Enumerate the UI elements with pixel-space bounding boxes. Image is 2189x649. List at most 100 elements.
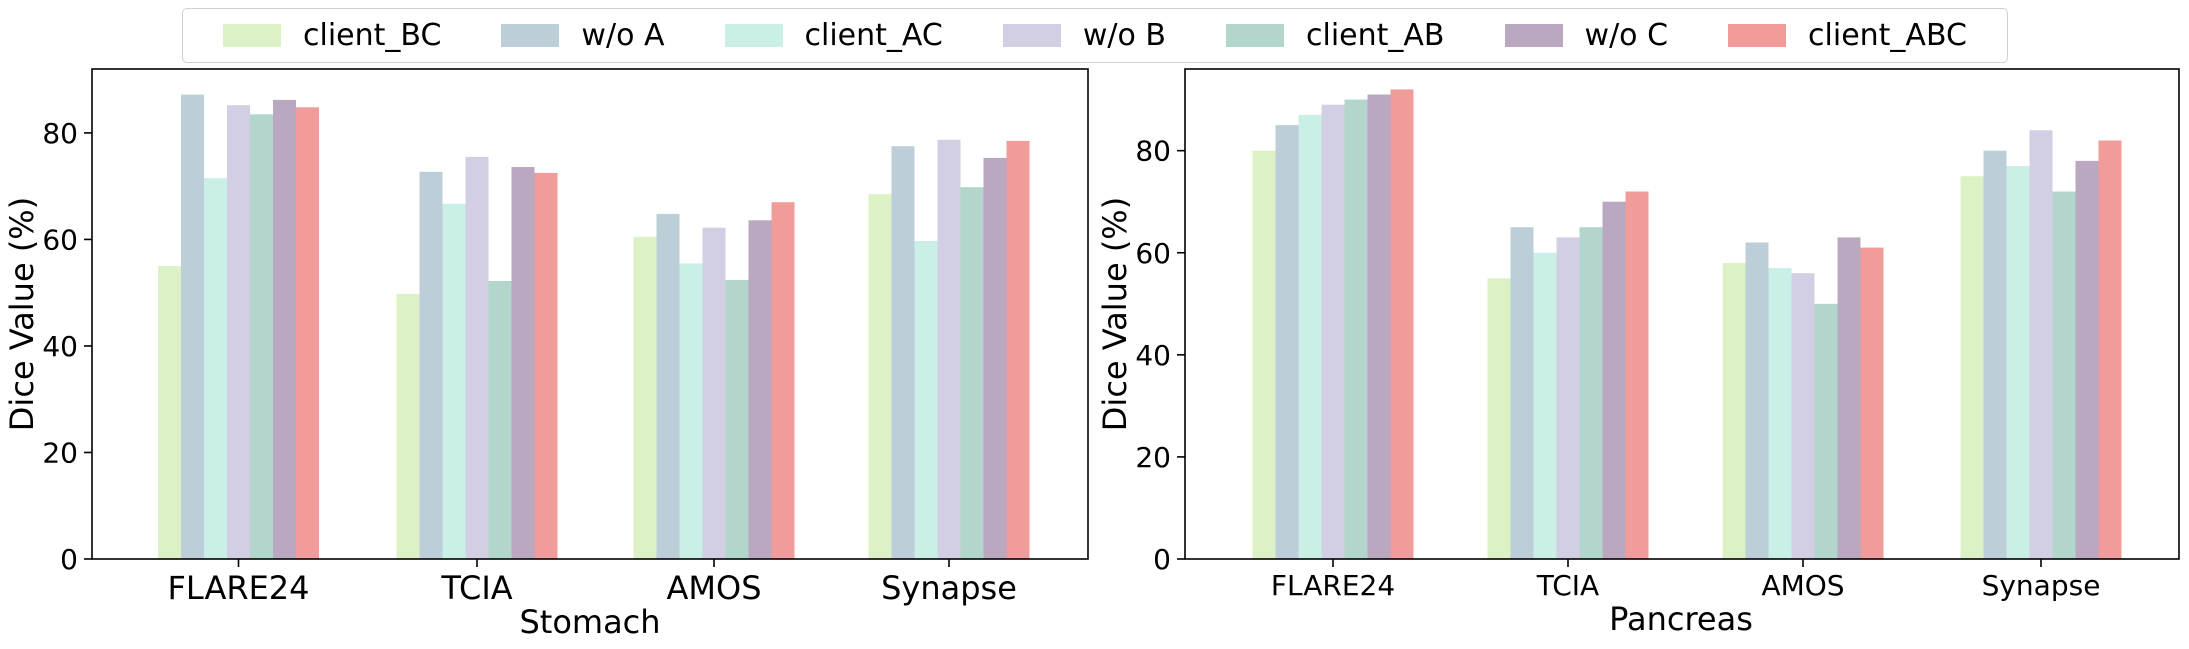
pancreas-bar-w-o-a-amos: [1745, 242, 1769, 559]
stomach-bar-w-o-c-flare24: [273, 99, 296, 560]
stomach-x-axis-label: Stomach: [519, 603, 660, 641]
stomach-bar-client-abc-flare24: [296, 107, 319, 560]
legend-label-wo-b: w/o B: [1082, 18, 1166, 53]
pancreas-bar-client-bc-tcia: [1487, 278, 1511, 559]
stomach-bar-w-o-b-tcia: [465, 156, 489, 559]
legend-item-client-ac: client_AC: [724, 18, 943, 53]
stomach-ytick-label: 60: [42, 223, 78, 256]
legend-label-client-bc: client_BC: [303, 18, 442, 53]
stomach-bar-client-ac-synapse: [914, 241, 938, 559]
stomach-bar-client-bc-amos: [633, 236, 657, 560]
pancreas-bar-client-abc-synapse: [2098, 140, 2122, 559]
pancreas-bar-w-o-a-flare24: [1275, 125, 1299, 559]
stomach-xtick-label-synapse: Synapse: [881, 569, 1017, 607]
legend-swatch-client-ac: [724, 24, 783, 47]
stomach-bar-client-ab-flare24: [250, 114, 273, 560]
stomach-y-axis-label: Dice Value (%): [3, 197, 41, 431]
stomach-bar-w-o-a-amos: [656, 213, 680, 559]
stomach-ytick-label: 20: [42, 436, 78, 469]
pancreas-ytick-label: 40: [1135, 339, 1171, 372]
pancreas-bar-w-o-b-amos: [1791, 273, 1815, 559]
stomach-bar-client-abc-tcia: [534, 172, 558, 559]
stomach-ytick-label: 0: [60, 543, 78, 576]
stomach-bar-w-o-b-flare24: [227, 105, 250, 559]
pancreas-bar-client-bc-flare24: [1252, 150, 1276, 559]
legend-label-client-ac: client_AC: [804, 18, 943, 53]
pancreas-bar-w-o-b-tcia: [1556, 237, 1580, 559]
legend-label-client-ab: client_AB: [1306, 18, 1445, 53]
pancreas-bar-client-abc-flare24: [1390, 89, 1414, 560]
stomach-bar-w-o-a-flare24: [181, 94, 204, 559]
pancreas-ytick-label: 60: [1135, 237, 1171, 270]
stomach-bar-w-o-a-synapse: [891, 146, 915, 559]
legend-label-wo-a: w/o A: [581, 18, 665, 53]
pancreas-y-axis-label: Dice Value (%): [1096, 197, 1134, 431]
stomach-bar-client-ab-tcia: [488, 281, 512, 559]
stomach-ytick-label: 40: [42, 330, 78, 363]
pancreas-bar-client-ac-flare24: [1298, 114, 1322, 560]
legend-label-client-abc: client_ABC: [1808, 18, 1967, 53]
pancreas-bar-w-o-b-synapse: [2029, 130, 2053, 560]
legend-item-client-ab: client_AB: [1226, 18, 1445, 53]
pancreas-bar-client-abc-amos: [1860, 247, 1884, 559]
pancreas-xtick-label-tcia: TCIA: [1536, 569, 1599, 602]
stomach-ytick-label: 80: [42, 117, 78, 150]
stomach-bar-client-bc-synapse: [868, 194, 892, 559]
pancreas-bar-w-o-c-synapse: [2075, 160, 2099, 559]
legend-item-wo-b: w/o B: [1002, 18, 1166, 53]
stomach-plot-frame: [91, 68, 1089, 560]
pancreas-plot-frame: [1184, 68, 2180, 560]
pancreas-bar-w-o-c-flare24: [1367, 94, 1391, 559]
legend-swatch-client-abc: [1728, 24, 1787, 47]
legend-item-client-bc: client_BC: [223, 18, 441, 53]
pancreas-bar-w-o-c-tcia: [1602, 201, 1626, 559]
legend-swatch-wo-b: [1002, 24, 1061, 47]
pancreas-bar-client-ac-tcia: [1533, 252, 1557, 560]
pancreas-xtick-label-synapse: Synapse: [1982, 569, 2101, 602]
stomach-bar-client-abc-amos: [771, 202, 795, 559]
stomach-bar-client-ac-flare24: [204, 178, 227, 559]
stomach-bar-client-abc-synapse: [1006, 140, 1030, 559]
stomach-xtick-label-flare24: FLARE24: [167, 569, 309, 607]
stomach-bar-w-o-a-tcia: [419, 171, 443, 560]
pancreas-ytick-label: 0: [1153, 543, 1171, 576]
pancreas-bar-w-o-c-amos: [1837, 237, 1861, 559]
legend-item-client-abc: client_ABC: [1728, 18, 1967, 53]
stomach-xtick-label-tcia: TCIA: [440, 569, 512, 607]
pancreas-bar-client-ab-flare24: [1344, 99, 1368, 559]
stomach-bar-client-bc-flare24: [158, 266, 181, 559]
pancreas-bar-client-ac-amos: [1768, 268, 1792, 559]
legend-swatch-wo-a: [501, 24, 560, 47]
pancreas-x-axis-label: Pancreas: [1609, 600, 1753, 638]
pancreas-bar-client-bc-amos: [1722, 263, 1746, 559]
legend-swatch-client-ab: [1226, 24, 1284, 47]
pancreas-bar-client-bc-synapse: [1960, 176, 1984, 559]
legend: client_BC w/o A client_AC w/o B client_A…: [182, 8, 2008, 63]
legend-label-wo-c: w/o C: [1584, 18, 1669, 53]
pancreas-bar-w-o-a-synapse: [1983, 150, 2007, 559]
legend-item-wo-c: w/o C: [1504, 18, 1669, 53]
pancreas-xtick-label-amos: AMOS: [1761, 569, 1844, 602]
legend-swatch-wo-c: [1504, 24, 1563, 47]
pancreas-bar-client-ab-tcia: [1579, 227, 1603, 559]
pancreas-ytick-label: 80: [1135, 135, 1171, 168]
stomach-bar-client-ab-amos: [725, 279, 749, 559]
stomach-bar-client-ac-tcia: [442, 203, 466, 560]
pancreas-bar-client-ab-synapse: [2052, 191, 2076, 559]
pancreas-ytick-label: 20: [1135, 441, 1171, 474]
pancreas-bar-w-o-b-flare24: [1321, 104, 1345, 559]
pancreas-xtick-label-flare24: FLARE24: [1271, 569, 1395, 602]
pancreas-bar-w-o-a-tcia: [1510, 227, 1534, 559]
pancreas-bar-client-ab-amos: [1814, 303, 1838, 559]
stomach-chart: 0 20 40 60 80 FLARE24 TCIA AMOS Synapse Stomach Di…: [3, 68, 1089, 641]
stomach-bar-w-o-c-amos: [748, 220, 772, 560]
pancreas-bar-client-ac-synapse: [2006, 166, 2030, 559]
legend-swatch-client-bc: [223, 24, 281, 47]
pancreas-chart: 0 20 40 60 80 FLARE24 TCIA AMOS Synapse Pancreas D…: [1096, 68, 2180, 638]
stomach-bar-client-ac-amos: [679, 263, 703, 559]
stomach-bar-w-o-b-amos: [702, 227, 726, 559]
pancreas-bar-client-abc-tcia: [1625, 191, 1649, 559]
stomach-bar-w-o-c-tcia: [511, 167, 535, 559]
stomach-bar-w-o-c-synapse: [983, 157, 1007, 559]
